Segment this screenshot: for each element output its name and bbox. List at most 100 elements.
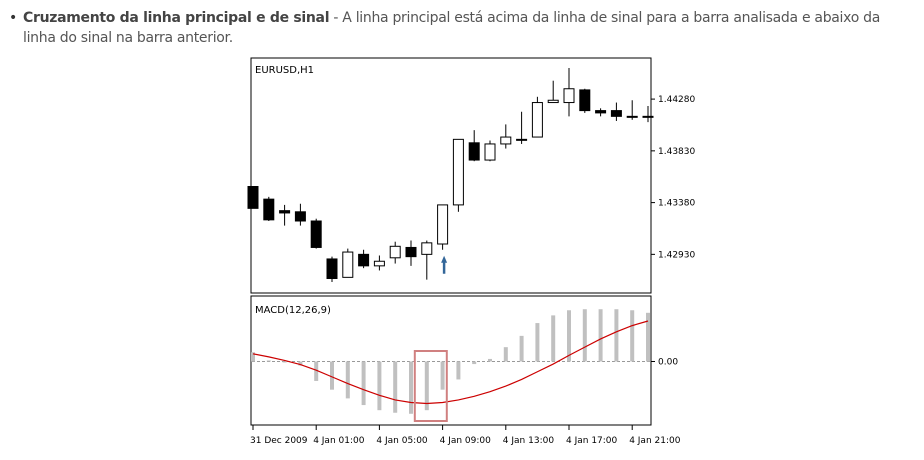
candle-body-bull — [626, 115, 638, 118]
candle — [247, 186, 259, 209]
candle — [373, 255, 385, 271]
candle — [595, 108, 607, 117]
crossover-highlight-box — [413, 350, 448, 422]
histogram-bar — [377, 361, 382, 411]
candle-body-bull — [547, 99, 559, 104]
histogram-bar — [266, 360, 271, 362]
histogram-bar — [567, 310, 571, 362]
macd-panel-title: MACD(12,26,9) — [255, 305, 331, 316]
candle — [310, 218, 322, 249]
candle-body-bear — [247, 186, 259, 209]
histogram-bar — [456, 361, 461, 380]
candle — [294, 203, 306, 226]
candle-body-bear — [358, 253, 370, 267]
histogram-bar — [630, 310, 635, 362]
x-tick-label: 4 Jan 13:00 — [503, 436, 555, 446]
candle — [579, 88, 591, 113]
candle-body-bull — [342, 251, 354, 278]
histogram-bar — [519, 335, 524, 362]
candle — [547, 80, 559, 104]
price-tick-label: 1.44280 — [658, 95, 695, 105]
x-tick-label: 4 Jan 17:00 — [566, 436, 618, 446]
candle — [626, 100, 638, 120]
candle-body-bear — [326, 258, 338, 280]
list-bullet: • — [9, 10, 17, 26]
candle-body-bear — [279, 210, 291, 214]
candle-body-bear — [595, 110, 607, 114]
price-tick-label: 1.42930 — [658, 250, 695, 260]
histogram-bar — [314, 361, 319, 381]
histogram-bar — [582, 309, 587, 362]
histogram-bar — [330, 361, 334, 390]
candle — [279, 204, 291, 226]
price-panel-title: EURUSD,H1 — [255, 65, 314, 76]
candle — [610, 102, 622, 121]
x-tick-label: 4 Jan 21:00 — [629, 436, 681, 446]
macd-tick-label: 0.00 — [658, 358, 678, 368]
histogram-bar — [551, 315, 556, 362]
paragraph-text: Cruzamento da linha principal e de sinal… — [23, 8, 914, 48]
x-tick-label: 4 Jan 05:00 — [376, 436, 428, 446]
price-tick-label: 1.43380 — [658, 199, 695, 209]
histogram-bar — [646, 312, 650, 362]
candle — [342, 248, 354, 278]
candle-body-bull — [500, 136, 512, 145]
candle-body-bear — [405, 246, 417, 258]
x-tick-label: 31 Dec 2009 — [250, 436, 308, 446]
candle-body-bull — [563, 88, 575, 104]
description-paragraph: • Cruzamento da linha principal e de sin… — [9, 8, 914, 48]
candle-body-bull — [373, 260, 385, 267]
histogram-bar — [251, 352, 255, 362]
candle-body-bear — [468, 142, 480, 161]
candle — [500, 124, 512, 149]
candle — [563, 68, 575, 117]
candle-body-bull — [531, 102, 543, 138]
candle — [405, 240, 417, 266]
candle — [326, 256, 338, 282]
candle — [263, 196, 275, 221]
signal-line — [252, 320, 649, 405]
candle — [389, 241, 401, 264]
histogram-bar — [424, 361, 429, 411]
histogram-bar — [345, 361, 350, 399]
candle — [437, 204, 449, 250]
histogram-bar — [614, 309, 619, 362]
candle — [421, 240, 433, 280]
x-tick-label: 4 Jan 01:00 — [313, 436, 365, 446]
candle-body-bull — [452, 138, 464, 206]
candle — [531, 96, 543, 138]
buy-arrow-icon — [441, 255, 448, 274]
candle-body-bear — [579, 89, 591, 112]
candle — [358, 249, 370, 269]
histogram-bar — [409, 361, 413, 414]
candle — [484, 140, 496, 162]
histogram-bar — [488, 358, 492, 362]
paragraph-body: - A linha principal está acima da linha … — [23, 10, 880, 46]
candle-body-bear — [263, 198, 275, 221]
candle-body-bear — [294, 211, 306, 222]
candle-body-bull — [437, 204, 449, 245]
histogram-bar — [440, 361, 445, 390]
candle-body-bear — [610, 110, 622, 117]
histogram-bar — [472, 361, 477, 365]
histogram-bar — [282, 361, 287, 363]
paragraph-lead: Cruzamento da linha principal e de sinal — [23, 10, 330, 26]
candle-body-bull — [484, 143, 496, 161]
candle — [642, 106, 654, 123]
price-panel-frame — [250, 57, 652, 294]
candle-body-bull — [516, 138, 528, 141]
histogram-bar — [598, 309, 603, 362]
candle-body-bull — [389, 245, 401, 259]
candle-body-bull — [642, 115, 654, 118]
candle-body-bull — [421, 242, 433, 255]
histogram-bar — [361, 361, 366, 406]
buy-arrow-head — [441, 255, 448, 263]
candle — [452, 138, 464, 212]
candle — [516, 111, 528, 144]
histogram-bar — [503, 347, 508, 362]
x-tick-label: 4 Jan 09:00 — [440, 436, 492, 446]
histogram-bar — [393, 361, 398, 413]
candle-body-bear — [310, 220, 322, 248]
histogram-bar — [535, 323, 540, 362]
